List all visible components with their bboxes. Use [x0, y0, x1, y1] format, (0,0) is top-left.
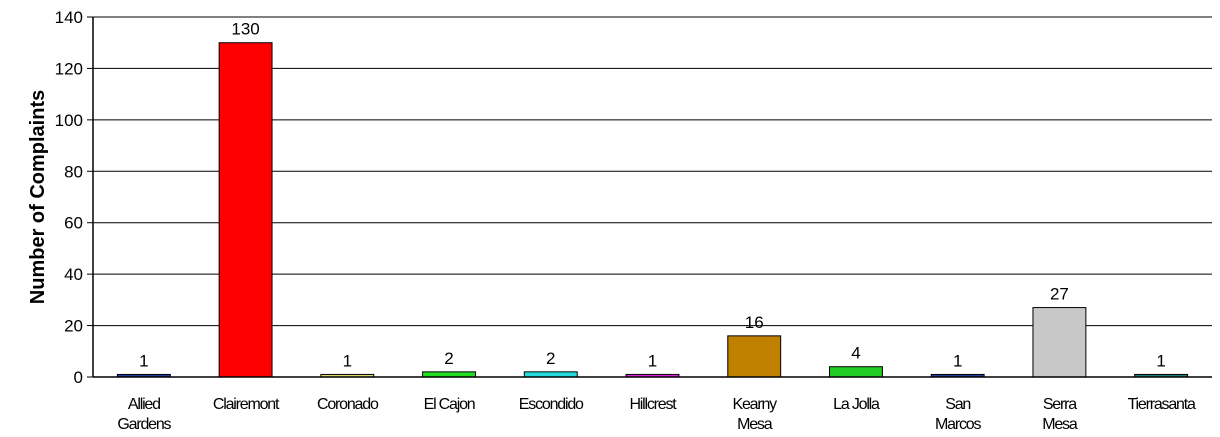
x-category-label: La Jolla: [833, 396, 880, 413]
data-label: 130: [231, 20, 259, 39]
y-tick-label: 60: [64, 214, 83, 233]
bar: [422, 371, 476, 378]
data-label: 1: [953, 351, 962, 370]
bar: [1032, 307, 1087, 378]
x-category-label: Escondido: [519, 396, 584, 413]
data-label: 4: [851, 344, 860, 363]
y-tick-label: 100: [55, 111, 83, 130]
bar: [727, 335, 782, 378]
bar: [218, 42, 273, 378]
y-tick-label: 140: [55, 8, 83, 27]
x-category-label: San: [945, 396, 970, 413]
x-category-label: Kearny: [732, 396, 777, 413]
x-category-label: El Cajon: [424, 396, 475, 413]
x-category-label: Coronado: [317, 396, 379, 413]
y-tick-label: 80: [64, 162, 83, 181]
x-category-label: Gardens: [117, 416, 171, 433]
x-axis-categories: Allied Gardens Clairemont Coronado El Cajon E…: [117, 396, 1197, 433]
x-category-label: Mesa: [737, 416, 773, 433]
data-label: 2: [546, 349, 555, 368]
bar: [523, 371, 578, 378]
x-category-label: Allied: [128, 396, 160, 413]
data-label: 27: [1050, 285, 1069, 304]
bar: [829, 366, 883, 378]
bars: [116, 42, 1189, 378]
data-label: 1: [343, 351, 352, 370]
x-category-label: Mesa: [1042, 416, 1078, 433]
y-axis-ticks: 0 20 40 60 80 100 120 140: [55, 8, 93, 387]
y-tick-label: 40: [64, 265, 83, 284]
x-category-label: Clairemont: [213, 396, 280, 413]
y-tick-label: 120: [55, 59, 83, 78]
data-label: 16: [745, 313, 764, 332]
x-category-label: Serra: [1043, 396, 1077, 413]
x-category-label: Tierrasanta: [1128, 396, 1196, 413]
gridlines: [93, 16, 1212, 327]
y-tick-label: 20: [64, 317, 83, 336]
x-category-label: Hillcrest: [629, 396, 677, 413]
y-axis-title: Number of Complaints: [27, 90, 49, 304]
data-label: 1: [139, 351, 148, 370]
data-label: 1: [648, 351, 657, 370]
data-label: 2: [444, 349, 453, 368]
x-category-label: Marcos: [935, 416, 981, 433]
data-labels: 1 130 1 2 2 1 16 4 1 27 1: [139, 20, 1166, 371]
y-tick-label: 0: [74, 368, 83, 387]
data-label: 1: [1156, 351, 1165, 370]
